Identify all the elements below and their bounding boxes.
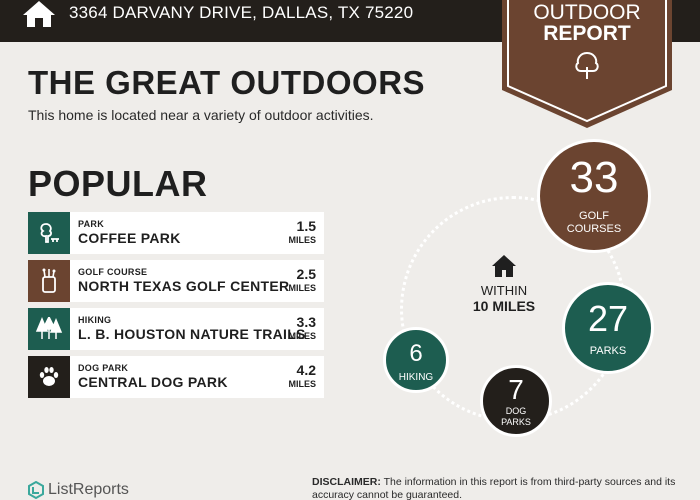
list-item-unit: MILES — [288, 283, 316, 293]
disclaimer-label: DISCLAIMER: — [312, 476, 381, 488]
disclaimer: DISCLAIMER: The information in this repo… — [312, 476, 684, 500]
parks-stat: 27 PARKS — [562, 282, 654, 374]
list-item-dog-park: DOG PARK CENTRAL DOG PARK 4.2 MILES — [28, 356, 324, 398]
outdoor-report-badge: OUTDOOR REPORT — [502, 0, 672, 128]
within-label: WITHIN — [480, 283, 528, 298]
home-icon — [23, 1, 55, 27]
hiking-stat: 6 HIKING — [383, 327, 449, 393]
hiking-count: 6 — [409, 340, 423, 367]
list-item-park: PARK COFFEE PARK 1.5 MILES — [28, 212, 324, 254]
list-item-unit: MILES — [288, 235, 316, 245]
disclaimer-text: The information in this report is from t… — [312, 476, 676, 500]
badge-line-1: OUTDOOR — [533, 1, 641, 24]
dog-parks-count: 7 — [508, 374, 524, 405]
golf-courses-count: 33 — [569, 153, 619, 202]
dog-parks-stat: 7 DOG PARKS — [480, 365, 552, 437]
within-distance: 10 MILES — [472, 298, 536, 314]
list-item-distance: 3.3 — [296, 314, 316, 330]
trees-icon — [28, 308, 70, 350]
list-item-name: CENTRAL DOG PARK — [78, 374, 228, 390]
golf-courses-label-2: COURSES — [566, 223, 622, 235]
list-item-unit: MILES — [288, 331, 316, 341]
list-item-name: COFFEE PARK — [78, 230, 181, 246]
list-item-distance: 2.5 — [296, 266, 316, 282]
tree-icon — [575, 52, 599, 79]
list-item-distance: 1.5 — [296, 218, 316, 234]
popular-heading: POPULAR — [28, 163, 208, 204]
property-address: 3364 DARVANY DRIVE, DALLAS, TX 75220 — [69, 3, 414, 22]
golf-courses-stat: 33 GOLF COURSES — [537, 139, 651, 253]
list-item-category: DOG PARK — [78, 363, 129, 373]
badge-line-2: REPORT — [543, 22, 631, 45]
parks-label: PARKS — [589, 345, 627, 357]
home-icon — [492, 255, 516, 277]
list-item-category: HIKING — [78, 315, 112, 325]
hiking-label: HIKING — [398, 372, 434, 383]
list-item-hiking: HIKING L. B. HOUSTON NATURE TRAILS 3.3 M… — [28, 308, 324, 350]
golf-bag-icon — [28, 260, 70, 302]
dog-parks-label-2: PARKS — [501, 417, 531, 427]
listreports-logo-icon — [28, 481, 44, 499]
list-item-name: L. B. HOUSTON NATURE TRAILS — [78, 326, 306, 342]
list-item-category: GOLF COURSE — [78, 267, 148, 277]
page-subtitle: This home is located near a variety of o… — [28, 107, 374, 123]
paw-icon — [28, 356, 70, 398]
list-item-distance: 4.2 — [296, 362, 316, 378]
golf-courses-label-1: GOLF — [579, 210, 609, 222]
park-icon — [28, 212, 70, 254]
list-item-unit: MILES — [288, 379, 316, 389]
page-title: THE GREAT OUTDOORS — [28, 64, 426, 101]
brand-name: ListReports — [48, 481, 129, 498]
dog-parks-label-1: DOG — [505, 406, 527, 416]
list-item-name: NORTH TEXAS GOLF CENTER — [78, 278, 290, 294]
list-item-category: PARK — [78, 219, 105, 229]
parks-count: 27 — [587, 298, 629, 339]
list-item-golf: GOLF COURSE NORTH TEXAS GOLF CENTER 2.5 … — [28, 260, 324, 302]
